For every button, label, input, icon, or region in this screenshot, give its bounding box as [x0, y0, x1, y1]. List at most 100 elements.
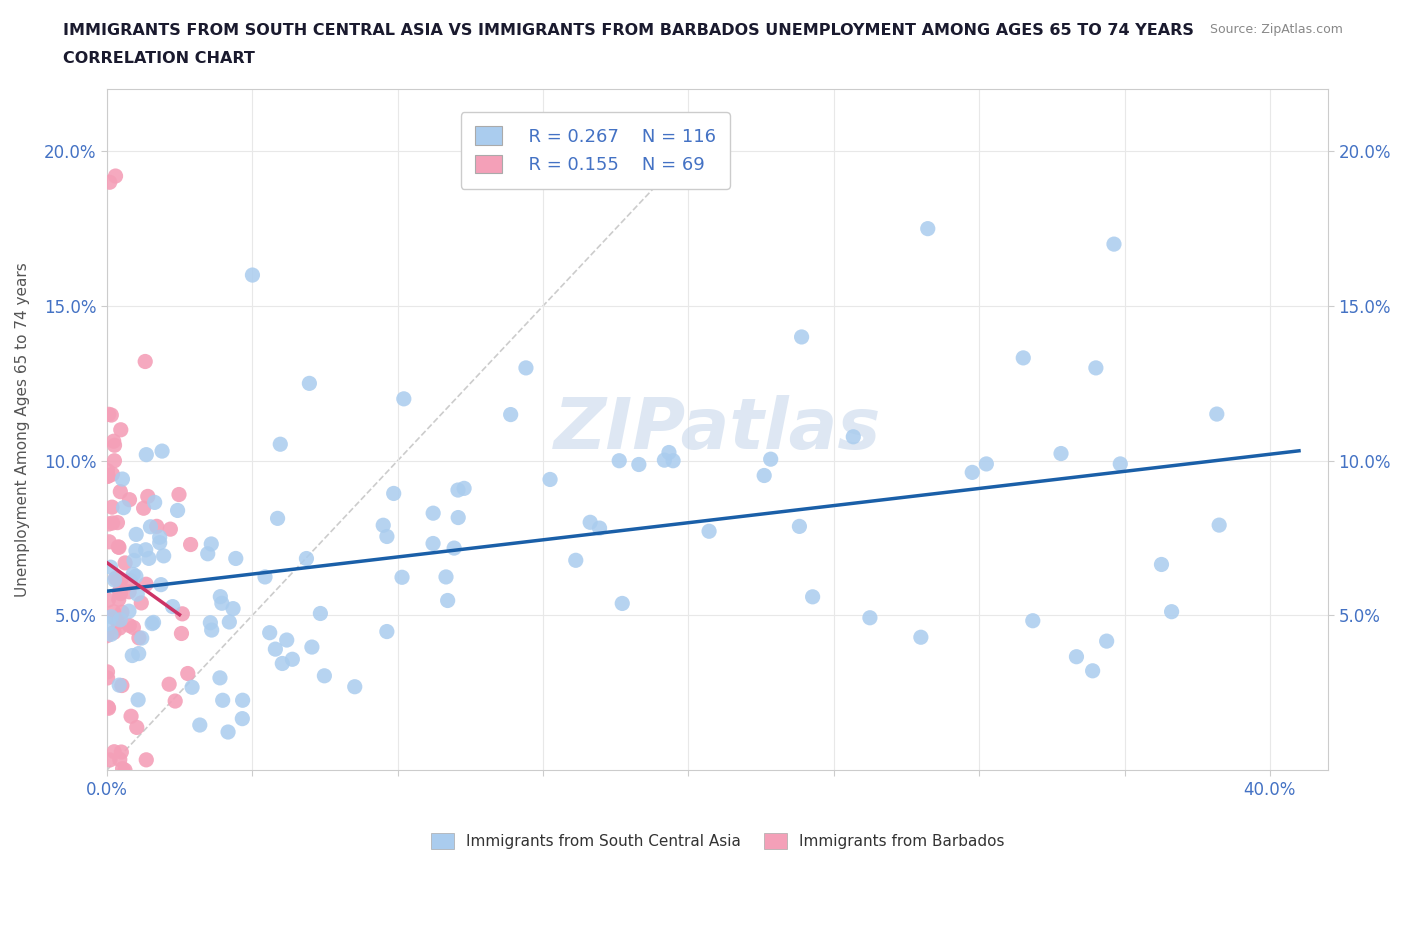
Point [145, 519, 167, 534]
Point [627, 457, 650, 472]
Point [225, 551, 247, 565]
Point [135, 542, 157, 557]
Point [1150, 557, 1173, 572]
Point [1084, 361, 1107, 376]
Point [392, 392, 415, 406]
Point [1095, 633, 1118, 648]
Point [142, 615, 165, 630]
Point [125, 527, 148, 542]
Point [100, 627, 122, 642]
Point [1022, 613, 1045, 628]
Point [253, 569, 276, 584]
Point [125, 543, 148, 558]
Point [122, 620, 145, 635]
Point [135, 447, 157, 462]
Point [125, 569, 148, 584]
Point [209, 590, 232, 604]
Point [208, 671, 231, 685]
Point [662, 453, 685, 468]
Point [222, 601, 245, 616]
Point [97, 700, 120, 715]
Point [172, 606, 194, 621]
Point [434, 569, 457, 584]
Point [515, 361, 537, 376]
Point [97, 617, 120, 631]
Point [108, 612, 131, 627]
Point [201, 622, 224, 637]
Point [138, 551, 160, 565]
Point [382, 486, 405, 501]
Point [607, 453, 630, 468]
Point [128, 631, 150, 645]
Point [111, 604, 134, 619]
Point [453, 481, 475, 496]
Point [136, 489, 159, 504]
Point [1208, 518, 1230, 533]
Point [118, 492, 141, 507]
Point [103, 744, 125, 759]
Point [121, 648, 143, 663]
Point [343, 679, 366, 694]
Point [447, 483, 470, 498]
Point [149, 536, 172, 551]
Point [211, 693, 233, 708]
Point [139, 519, 162, 534]
Point [232, 693, 254, 708]
Point [538, 472, 561, 487]
Point [97, 406, 120, 421]
Point [104, 571, 127, 586]
Point [264, 642, 287, 657]
Point [149, 578, 172, 592]
Point [107, 573, 129, 588]
Point [108, 752, 131, 767]
Point [373, 518, 395, 533]
Point [108, 678, 131, 693]
Point [100, 560, 122, 575]
Text: Source: ZipAtlas.com: Source: ZipAtlas.com [1209, 23, 1343, 36]
Point [135, 752, 157, 767]
Point [1081, 663, 1104, 678]
Point [167, 487, 190, 502]
Point [375, 624, 398, 639]
Point [166, 503, 188, 518]
Point [269, 437, 291, 452]
Point [1066, 649, 1088, 664]
Point [314, 669, 336, 684]
Point [110, 573, 132, 588]
Point [276, 632, 298, 647]
Point [309, 606, 332, 621]
Point [97, 701, 120, 716]
Point [97, 592, 120, 607]
Point [98, 752, 121, 767]
Point [118, 584, 141, 599]
Point [97, 469, 120, 484]
Point [188, 718, 211, 733]
Point [217, 724, 239, 739]
Point [917, 221, 939, 236]
Point [1160, 604, 1182, 619]
Point [298, 376, 321, 391]
Point [111, 761, 134, 776]
Point [107, 515, 129, 530]
Point [100, 609, 122, 624]
Point [842, 430, 865, 445]
Point [131, 631, 153, 645]
Point [101, 515, 124, 530]
Point [98, 516, 121, 531]
Point [114, 763, 136, 777]
Point [107, 615, 129, 630]
Point [436, 593, 458, 608]
Point [110, 485, 132, 499]
Point [111, 678, 134, 693]
Point [579, 515, 602, 530]
Point [391, 570, 413, 585]
Point [120, 709, 142, 724]
Point [111, 472, 134, 486]
Point [149, 530, 172, 545]
Point [447, 511, 470, 525]
Point [122, 553, 145, 568]
Point [118, 618, 141, 633]
Point [266, 511, 288, 525]
Point [859, 610, 882, 625]
Point [375, 529, 398, 544]
